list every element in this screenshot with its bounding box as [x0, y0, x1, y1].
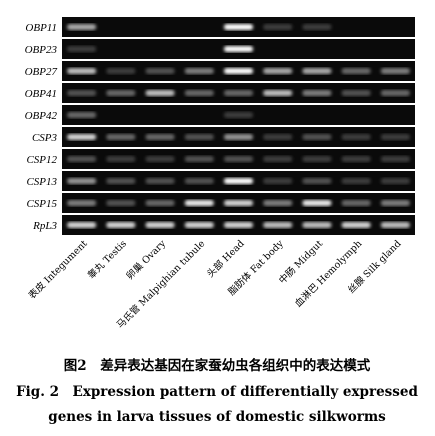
band	[184, 222, 214, 228]
band	[223, 24, 254, 30]
band	[67, 222, 97, 228]
band	[223, 134, 254, 140]
band	[380, 68, 410, 74]
band	[341, 178, 371, 184]
band	[223, 46, 254, 52]
band	[106, 156, 136, 162]
gene-label: OBP11	[25, 22, 57, 34]
band	[341, 222, 371, 228]
gene-label: CSP3	[32, 132, 58, 144]
band	[341, 90, 371, 96]
band	[302, 222, 332, 228]
band	[263, 222, 293, 228]
gene-label: CSP12	[26, 154, 57, 166]
column-label: 睾丸 Testis	[85, 238, 129, 282]
band	[184, 90, 214, 96]
band	[184, 200, 214, 206]
gene-label: RpL3	[32, 220, 57, 232]
band	[106, 90, 136, 96]
band	[302, 24, 332, 30]
band	[67, 46, 97, 52]
band	[380, 90, 410, 96]
band	[380, 222, 410, 228]
band	[302, 178, 332, 184]
band	[106, 200, 136, 206]
band	[67, 24, 97, 30]
band	[380, 200, 410, 206]
band	[341, 134, 371, 140]
band	[67, 112, 97, 118]
band	[380, 134, 410, 140]
band	[106, 134, 136, 140]
band	[341, 156, 371, 162]
band	[145, 68, 175, 74]
band	[145, 90, 175, 96]
band	[184, 178, 214, 184]
band	[67, 134, 97, 140]
gene-label: CSP13	[26, 176, 57, 188]
band	[67, 90, 97, 96]
band	[184, 68, 214, 74]
band	[302, 156, 332, 162]
band	[263, 178, 293, 184]
band	[263, 200, 293, 206]
column-label: 表皮 Integument	[26, 238, 90, 302]
gene-label: OBP42	[25, 110, 58, 122]
gene-label: OBP27	[25, 66, 58, 78]
band	[263, 24, 293, 30]
band	[302, 68, 332, 74]
band	[145, 178, 175, 184]
column-label: 血淋巴 Hemolymph	[292, 238, 364, 310]
band	[302, 200, 332, 206]
band	[67, 178, 97, 184]
band	[223, 90, 254, 96]
band	[145, 222, 175, 228]
band	[106, 68, 136, 74]
band	[184, 156, 214, 162]
gene-label: OBP41	[25, 88, 57, 100]
caption-en: genes in larva tissues of domestic silkw…	[48, 409, 386, 425]
band	[380, 178, 410, 184]
gene-label: CSP15	[26, 198, 57, 210]
band	[67, 200, 97, 206]
band	[223, 156, 254, 162]
column-label: 头部 Head	[204, 238, 246, 280]
gene-label: OBP23	[25, 44, 58, 56]
band	[263, 90, 293, 96]
band	[263, 156, 293, 162]
band	[106, 178, 136, 184]
band	[380, 156, 410, 162]
band	[341, 200, 371, 206]
band	[302, 134, 332, 140]
band	[67, 156, 97, 162]
caption-cn: 图2 差异表达基因在家蚕幼虫各组织中的表达模式	[64, 357, 371, 374]
band	[145, 134, 175, 140]
band	[263, 68, 293, 74]
caption-en: Fig. 2 Expression pattern of differentia…	[16, 384, 418, 400]
band	[223, 178, 254, 184]
band	[341, 68, 371, 74]
band	[223, 112, 254, 118]
band	[263, 134, 293, 140]
band	[223, 68, 254, 74]
band	[145, 200, 175, 206]
band	[106, 222, 136, 228]
band	[223, 200, 254, 206]
band	[184, 134, 214, 140]
band	[302, 90, 332, 96]
band	[145, 156, 175, 162]
band	[67, 68, 97, 74]
band	[223, 222, 254, 228]
